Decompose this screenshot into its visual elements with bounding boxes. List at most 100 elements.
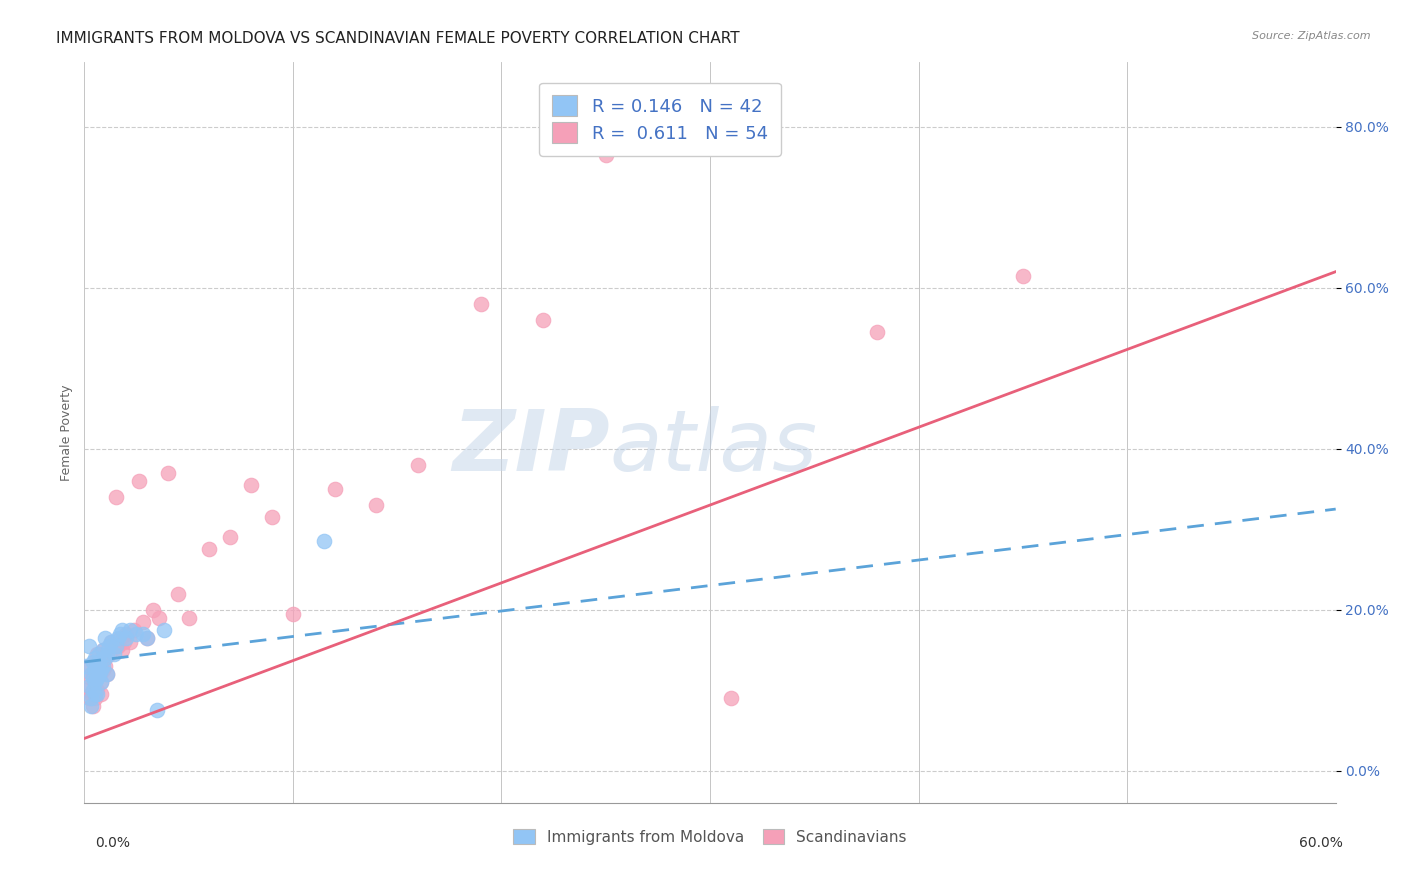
Point	[108, 627, 131, 641]
Point	[866, 325, 889, 339]
Point	[146, 703, 169, 717]
Point	[83, 687, 105, 701]
Point	[91, 643, 114, 657]
Point	[314, 534, 336, 549]
Point	[219, 530, 242, 544]
Point	[77, 679, 100, 693]
Point	[90, 663, 112, 677]
Point	[98, 639, 121, 653]
Point	[83, 651, 105, 665]
Point	[87, 655, 110, 669]
Point	[87, 667, 110, 681]
Text: Source: ZipAtlas.com: Source: ZipAtlas.com	[1253, 31, 1371, 41]
Point	[262, 510, 284, 524]
Point	[79, 687, 101, 701]
Point	[83, 675, 105, 690]
Point	[83, 655, 105, 669]
Point	[91, 659, 114, 673]
Point	[240, 478, 263, 492]
Point	[595, 148, 617, 162]
Text: IMMIGRANTS FROM MOLDOVA VS SCANDINAVIAN FEMALE POVERTY CORRELATION CHART: IMMIGRANTS FROM MOLDOVA VS SCANDINAVIAN …	[56, 31, 740, 46]
Point	[125, 627, 148, 641]
Point	[86, 683, 108, 698]
Point	[87, 667, 110, 681]
Text: 0.0%: 0.0%	[96, 836, 131, 850]
Text: atlas: atlas	[610, 406, 818, 489]
Point	[87, 655, 110, 669]
Point	[148, 610, 170, 624]
Point	[75, 683, 97, 698]
Point	[77, 639, 100, 653]
Point	[104, 639, 127, 653]
Point	[132, 615, 155, 629]
Point	[1012, 268, 1035, 283]
Point	[100, 635, 122, 649]
Point	[82, 699, 104, 714]
Point	[94, 651, 117, 665]
Point	[82, 683, 104, 698]
Point	[111, 643, 134, 657]
Point	[531, 313, 554, 327]
Y-axis label: Female Poverty: Female Poverty	[60, 384, 73, 481]
Point	[177, 610, 200, 624]
Point	[94, 631, 117, 645]
Point	[91, 643, 114, 657]
Point	[100, 635, 122, 649]
Point	[406, 458, 429, 472]
Point	[86, 687, 108, 701]
Point	[136, 631, 159, 645]
Point	[107, 639, 129, 653]
Point	[107, 631, 129, 645]
Point	[366, 498, 388, 512]
Point	[108, 631, 131, 645]
Point	[82, 655, 104, 669]
Point	[90, 675, 112, 690]
Point	[142, 602, 165, 616]
Point	[96, 667, 118, 681]
Point	[83, 675, 105, 690]
Point	[86, 659, 108, 673]
Point	[91, 663, 114, 677]
Point	[83, 691, 105, 706]
Point	[152, 623, 174, 637]
Point	[103, 647, 125, 661]
Point	[132, 627, 155, 641]
Point	[470, 297, 492, 311]
Point	[86, 647, 108, 661]
Point	[115, 631, 138, 645]
Point	[79, 699, 101, 714]
Point	[115, 627, 138, 641]
Point	[79, 691, 101, 706]
Point	[94, 651, 117, 665]
Point	[120, 635, 142, 649]
Point	[86, 671, 108, 685]
Point	[77, 691, 100, 706]
Point	[103, 639, 125, 653]
Point	[90, 687, 112, 701]
Point	[111, 623, 134, 637]
Point	[82, 667, 104, 681]
Point	[94, 659, 117, 673]
Text: ZIP: ZIP	[453, 406, 610, 489]
Text: 60.0%: 60.0%	[1299, 836, 1343, 850]
Point	[79, 671, 101, 685]
Point	[98, 647, 121, 661]
Point	[167, 586, 190, 600]
Point	[104, 490, 127, 504]
Point	[120, 623, 142, 637]
Point	[198, 542, 221, 557]
Point	[124, 623, 146, 637]
Point	[128, 474, 150, 488]
Point	[77, 659, 100, 673]
Point	[156, 466, 179, 480]
Point	[323, 482, 346, 496]
Point	[96, 667, 118, 681]
Point	[112, 635, 135, 649]
Point	[281, 607, 304, 621]
Point	[82, 671, 104, 685]
Point	[83, 663, 105, 677]
Point	[87, 647, 110, 661]
Point	[136, 631, 159, 645]
Point	[79, 667, 101, 681]
Point	[75, 659, 97, 673]
